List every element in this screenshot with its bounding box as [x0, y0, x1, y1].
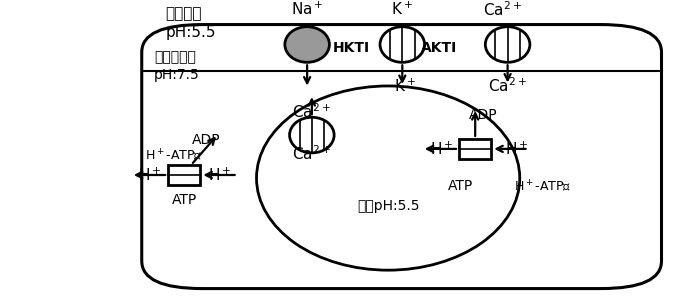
Ellipse shape — [290, 117, 334, 153]
Ellipse shape — [485, 27, 530, 62]
Text: pH:7.5: pH:7.5 — [154, 68, 200, 82]
Text: H$^+$: H$^+$ — [138, 166, 161, 184]
Bar — [168, 165, 200, 185]
FancyBboxPatch shape — [142, 25, 662, 289]
Text: K$^+$: K$^+$ — [394, 77, 416, 95]
Bar — [459, 139, 491, 159]
Text: H$^+$-ATP泵: H$^+$-ATP泵 — [145, 147, 202, 163]
Text: H$^+$-ATP泵: H$^+$-ATP泵 — [514, 178, 572, 193]
Text: H$^+$: H$^+$ — [431, 140, 454, 157]
Text: Na$^+$: Na$^+$ — [291, 1, 323, 18]
Text: Ca$^{2+}$: Ca$^{2+}$ — [483, 0, 522, 18]
Ellipse shape — [380, 27, 425, 62]
Text: ADP: ADP — [192, 133, 221, 147]
Text: H$^+$: H$^+$ — [506, 140, 529, 157]
Text: ATP: ATP — [171, 192, 197, 207]
Text: 细胞质基质: 细胞质基质 — [154, 50, 196, 64]
Ellipse shape — [285, 27, 329, 62]
Text: 细胞膜外: 细胞膜外 — [165, 6, 202, 21]
Text: K$^+$: K$^+$ — [392, 1, 413, 18]
Text: pH:5.5: pH:5.5 — [165, 25, 216, 40]
Text: HKTI: HKTI — [333, 41, 370, 55]
Text: Ca$^{2+}$: Ca$^{2+}$ — [292, 103, 331, 121]
Text: AKTI: AKTI — [421, 41, 458, 55]
Ellipse shape — [256, 86, 520, 270]
Text: 液泡pH:5.5: 液泡pH:5.5 — [357, 199, 419, 213]
Text: ATP: ATP — [448, 179, 473, 193]
Text: H$^+$: H$^+$ — [208, 166, 231, 184]
Text: Ca$^{2+}$: Ca$^{2+}$ — [488, 77, 527, 95]
Text: Ca$^{2+}$: Ca$^{2+}$ — [292, 144, 331, 163]
Text: ADP: ADP — [469, 108, 497, 122]
